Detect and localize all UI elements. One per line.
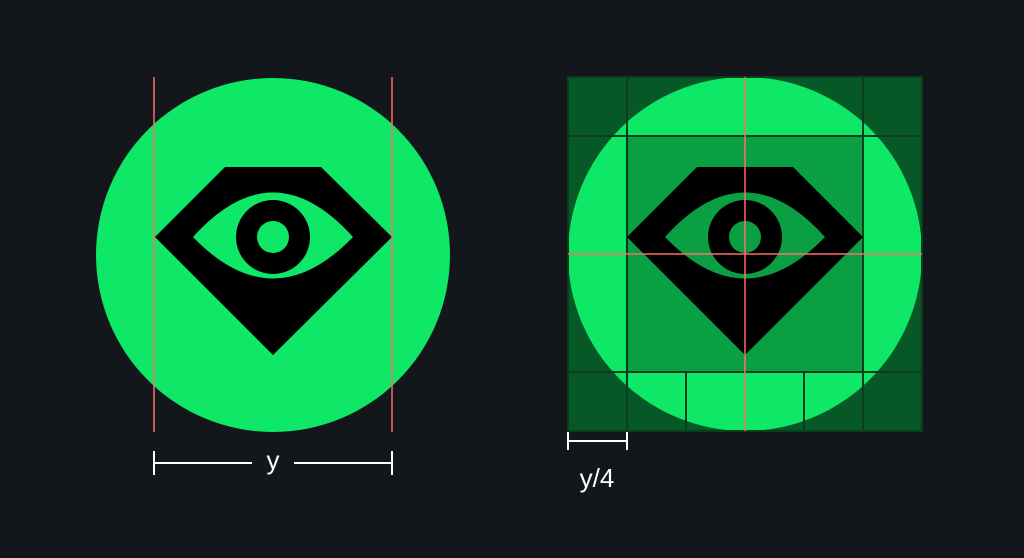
quarter-dimension xyxy=(567,432,628,450)
dimension-label-y4: y/4 xyxy=(580,463,615,493)
left-logo-panel: y xyxy=(96,77,450,475)
width-dimension xyxy=(153,451,393,475)
pupil xyxy=(257,221,289,253)
right-grid-panel: y/4 xyxy=(567,76,923,493)
eye-in-diamond-icon xyxy=(155,167,392,355)
dimension-label-y: y xyxy=(267,445,280,475)
